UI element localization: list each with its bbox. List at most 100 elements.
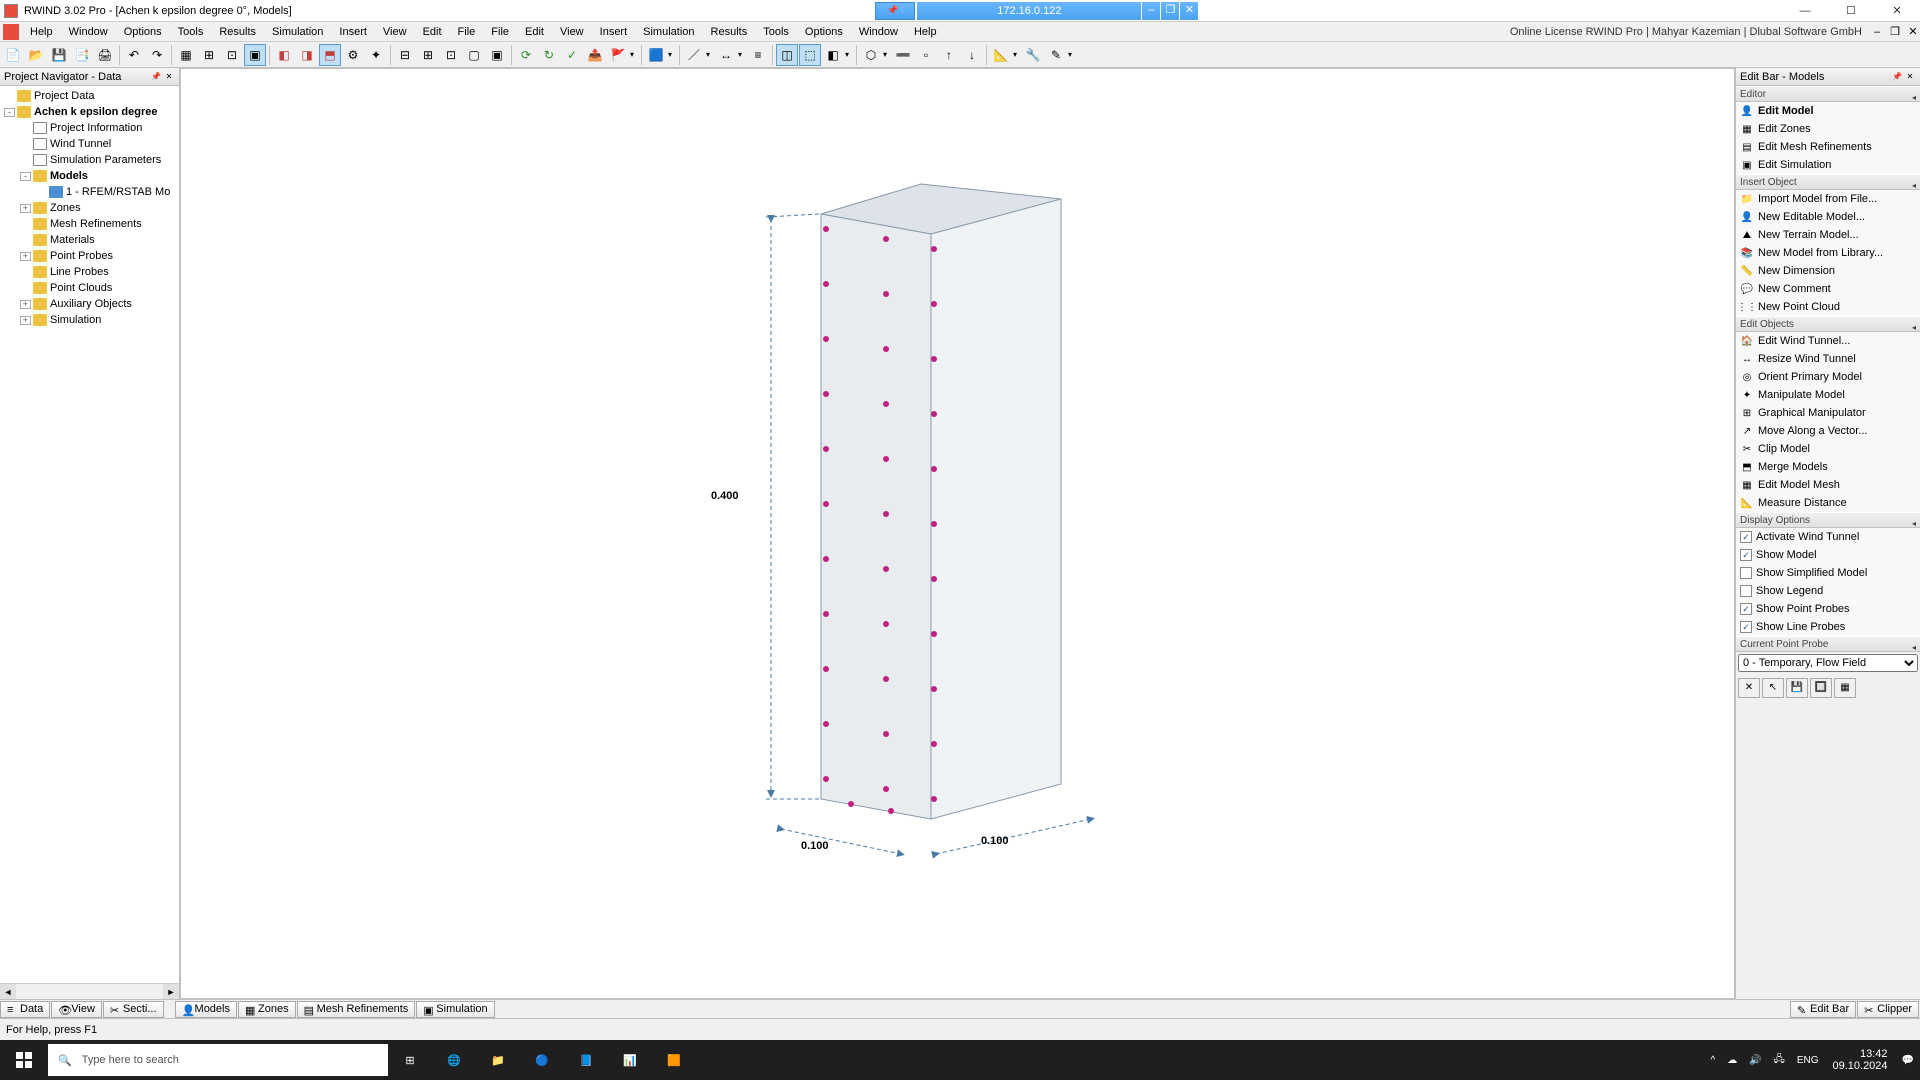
menu-window[interactable]: Window	[851, 22, 906, 41]
dd7[interactable]: ▾	[1013, 50, 1021, 59]
menu-view[interactable]: View	[375, 22, 415, 41]
panel-close-icon[interactable]: ✕	[163, 71, 175, 83]
start-button[interactable]	[0, 1040, 48, 1080]
edit-item[interactable]: 👤Edit Model	[1736, 102, 1920, 120]
display-option[interactable]: ✓Show Line Probes	[1736, 618, 1920, 636]
viewport-3d[interactable]: 0.4000.1000.100	[180, 68, 1735, 999]
view3-icon[interactable]: ◧	[822, 44, 844, 66]
menu-file[interactable]: File	[483, 22, 517, 41]
gear2-icon[interactable]: ✦	[365, 44, 387, 66]
tab-models[interactable]: 👤Models	[175, 1001, 237, 1018]
display-option[interactable]: ✓Activate Wind Tunnel	[1736, 528, 1920, 546]
menu-insert[interactable]: Insert	[331, 22, 375, 41]
tray-cloud-icon[interactable]: ☁	[1721, 1040, 1743, 1080]
tab-editbar[interactable]: ✎Edit Bar	[1790, 1001, 1856, 1018]
tab-secti[interactable]: ✂Secti...	[103, 1001, 164, 1018]
down-icon[interactable]: ↓	[961, 44, 983, 66]
line-icon[interactable]: ／	[683, 44, 705, 66]
sq-icon[interactable]: ▫	[915, 44, 937, 66]
tree-node[interactable]: Mesh Refinements	[0, 216, 179, 232]
cube2-icon[interactable]: ⬡	[860, 44, 882, 66]
dd6[interactable]: ▾	[883, 50, 891, 59]
mdi-close[interactable]: ✕	[1906, 25, 1920, 39]
menu-help[interactable]: Help	[22, 22, 61, 41]
tree-node[interactable]: Project Data	[0, 88, 179, 104]
measure-icon[interactable]: 📐	[990, 44, 1012, 66]
tray-network-icon[interactable]: 🖧	[1768, 1040, 1791, 1080]
saveall-icon[interactable]: 📑	[71, 44, 93, 66]
new-icon[interactable]: 📄	[2, 44, 24, 66]
menu-results[interactable]: Results	[211, 22, 264, 41]
box1-icon[interactable]: ◧	[273, 44, 295, 66]
tray-clock[interactable]: 13:42 09.10.2024	[1824, 1048, 1895, 1072]
refresh2-icon[interactable]: ↻	[538, 44, 560, 66]
probe-select[interactable]: 0 - Temporary, Flow Field	[1738, 654, 1918, 672]
view2-icon[interactable]: ⬚	[799, 44, 821, 66]
app2-icon[interactable]: 📊	[608, 1040, 652, 1080]
mdi-minimize[interactable]: –	[1870, 25, 1884, 39]
tray-lang[interactable]: ENG	[1791, 1040, 1825, 1080]
tray-expand-icon[interactable]: ^	[1705, 1040, 1722, 1080]
undo-icon[interactable]: ↶	[123, 44, 145, 66]
tree-node[interactable]: Line Probes	[0, 264, 179, 280]
tool2-icon[interactable]: ✎	[1045, 44, 1067, 66]
grid-icon[interactable]: ▦	[175, 44, 197, 66]
tree-node[interactable]: Simulation Parameters	[0, 152, 179, 168]
menu-tools[interactable]: Tools	[170, 22, 212, 41]
tab-data[interactable]: ≡Data	[0, 1001, 50, 1018]
tray-volume-icon[interactable]: 🔊	[1743, 1040, 1767, 1080]
menu-options[interactable]: Options	[116, 22, 170, 41]
tree-node[interactable]: Point Clouds	[0, 280, 179, 296]
win1-icon[interactable]: ⊟	[394, 44, 416, 66]
task-view-icon[interactable]: ⊞	[388, 1040, 432, 1080]
menu-options[interactable]: Options	[797, 22, 851, 41]
tree-node[interactable]: -Achen k epsilon degree	[0, 104, 179, 120]
edit-item[interactable]: 📐Measure Distance	[1736, 494, 1920, 512]
display-option[interactable]: ✓Show Model	[1736, 546, 1920, 564]
remote-minimize[interactable]: –	[1142, 2, 1160, 20]
win2-icon[interactable]: ⊞	[417, 44, 439, 66]
cube-icon[interactable]: 🟦	[645, 44, 667, 66]
edit-item[interactable]: 📁Import Model from File...	[1736, 190, 1920, 208]
search-box[interactable]: 🔍 Type here to search	[48, 1044, 388, 1076]
gear-icon[interactable]: ⚙	[342, 44, 364, 66]
redo-icon[interactable]: ↷	[146, 44, 168, 66]
edit-item[interactable]: 📏New Dimension	[1736, 262, 1920, 280]
edit-item[interactable]: 📚New Model from Library...	[1736, 244, 1920, 262]
rpanel-close-icon[interactable]: ✕	[1904, 71, 1916, 83]
flag-icon[interactable]: 🚩	[607, 44, 629, 66]
edit-item[interactable]: ✦Manipulate Model	[1736, 386, 1920, 404]
menu-window[interactable]: Window	[61, 22, 116, 41]
probe-btn[interactable]: 💾	[1786, 678, 1808, 698]
box2-icon[interactable]: ◨	[296, 44, 318, 66]
refresh-icon[interactable]: ⟳	[515, 44, 537, 66]
tree-node[interactable]: Materials	[0, 232, 179, 248]
tab-meshrefinements[interactable]: ▤Mesh Refinements	[297, 1001, 416, 1018]
mdi-restore[interactable]: ❐	[1888, 25, 1902, 39]
edit-item[interactable]: ✂Clip Model	[1736, 440, 1920, 458]
edge-icon[interactable]: 🌐	[432, 1040, 476, 1080]
check-icon[interactable]: ✓	[561, 44, 583, 66]
display-option[interactable]: Show Simplified Model	[1736, 564, 1920, 582]
edit-item[interactable]: ↗Move Along a Vector...	[1736, 422, 1920, 440]
minimize-button[interactable]: —	[1782, 0, 1828, 22]
explorer-icon[interactable]: 📁	[476, 1040, 520, 1080]
panel-pin-icon[interactable]: 📌	[150, 71, 162, 83]
tree-node[interactable]: Wind Tunnel	[0, 136, 179, 152]
menu-view[interactable]: View	[552, 22, 592, 41]
edit-item[interactable]: ▦Edit Zones	[1736, 120, 1920, 138]
print-icon[interactable]: 🖨	[94, 44, 116, 66]
edit-item[interactable]: ▤Edit Mesh Refinements	[1736, 138, 1920, 156]
remote-close[interactable]: ✕	[1180, 2, 1198, 20]
edit-item[interactable]: ◎Orient Primary Model	[1736, 368, 1920, 386]
win4-icon[interactable]: ▢	[463, 44, 485, 66]
tree-node[interactable]: +Zones	[0, 200, 179, 216]
tree-node[interactable]: -Models	[0, 168, 179, 184]
dim-icon[interactable]: ↔	[715, 44, 737, 66]
rwind-taskbar-icon[interactable]: 🟧	[652, 1040, 696, 1080]
menu-results[interactable]: Results	[703, 22, 756, 41]
menu-edit[interactable]: Edit	[517, 22, 552, 41]
tree-node[interactable]: +Auxiliary Objects	[0, 296, 179, 312]
app1-icon[interactable]: 📘	[564, 1040, 608, 1080]
probe-btn[interactable]: ▦	[1834, 678, 1856, 698]
